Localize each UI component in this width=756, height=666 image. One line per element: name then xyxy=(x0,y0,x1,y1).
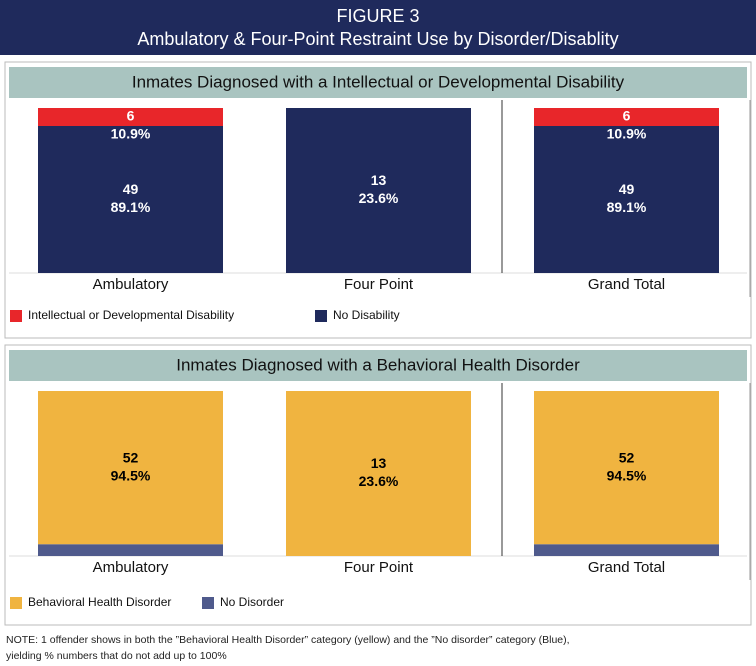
legend-label: No Disability xyxy=(333,308,400,322)
legend-swatch xyxy=(10,310,22,322)
bar-segment xyxy=(534,544,719,556)
chart-title: Inmates Diagnosed with a Behavioral Heal… xyxy=(176,355,580,374)
bar-segment xyxy=(534,391,719,545)
panel xyxy=(4,61,752,339)
legend-label: Behavioral Health Disorder xyxy=(28,595,171,609)
percent-label: 94.5% xyxy=(607,467,647,483)
bar-segment xyxy=(286,108,471,273)
note: yielding % numbers that do not add up to… xyxy=(6,650,227,662)
chart-title: Inmates Diagnosed with a Intellectual or… xyxy=(132,72,625,91)
percent-label: 94.5% xyxy=(111,467,151,483)
data-label: 52 xyxy=(619,449,635,465)
legend-label: No Disorder xyxy=(220,595,284,609)
panel-title-band xyxy=(9,350,747,381)
data-label: 52 xyxy=(123,449,139,465)
percent-label: 89.1% xyxy=(607,199,647,215)
data-label: 13 xyxy=(371,172,387,188)
panel-title-band xyxy=(9,67,747,98)
header-band xyxy=(0,0,756,55)
legend-swatch xyxy=(202,597,214,609)
percent-label: 23.6% xyxy=(359,190,399,206)
percent-label: 23.6% xyxy=(359,473,399,489)
percent-label: 10.9% xyxy=(607,126,647,142)
figure-title: Ambulatory & Four-Point Restraint Use by… xyxy=(137,29,618,49)
bar-segment xyxy=(38,391,223,545)
bar-segment xyxy=(534,108,719,126)
data-label: 49 xyxy=(619,181,635,197)
legend-label: Intellectual or Developmental Disability xyxy=(28,308,234,322)
bar-segment xyxy=(286,391,471,556)
percent-label: 89.1% xyxy=(111,199,151,215)
x-tick-label: Ambulatory xyxy=(93,559,169,576)
percent-label: 10.9% xyxy=(111,126,151,142)
note: NOTE: 1 offender shows in both the ”Beha… xyxy=(6,634,570,646)
bar-segment xyxy=(38,126,223,273)
legend-swatch xyxy=(315,310,327,322)
x-tick-label: Ambulatory xyxy=(93,276,169,293)
bar-segment xyxy=(534,126,719,273)
x-tick-label: Four Point xyxy=(344,276,414,293)
bar-segment xyxy=(38,108,223,126)
x-tick-label: Four Point xyxy=(344,559,414,576)
data-label: 6 xyxy=(127,108,135,124)
legend-swatch xyxy=(10,597,22,609)
data-label: 13 xyxy=(371,455,387,471)
data-label: 49 xyxy=(123,181,139,197)
figure-number: FIGURE 3 xyxy=(336,6,419,26)
x-tick-label: Grand Total xyxy=(588,276,665,293)
bar-segment xyxy=(38,544,223,556)
data-label: 6 xyxy=(623,108,631,124)
x-tick-label: Grand Total xyxy=(588,559,665,576)
panel xyxy=(4,344,752,626)
